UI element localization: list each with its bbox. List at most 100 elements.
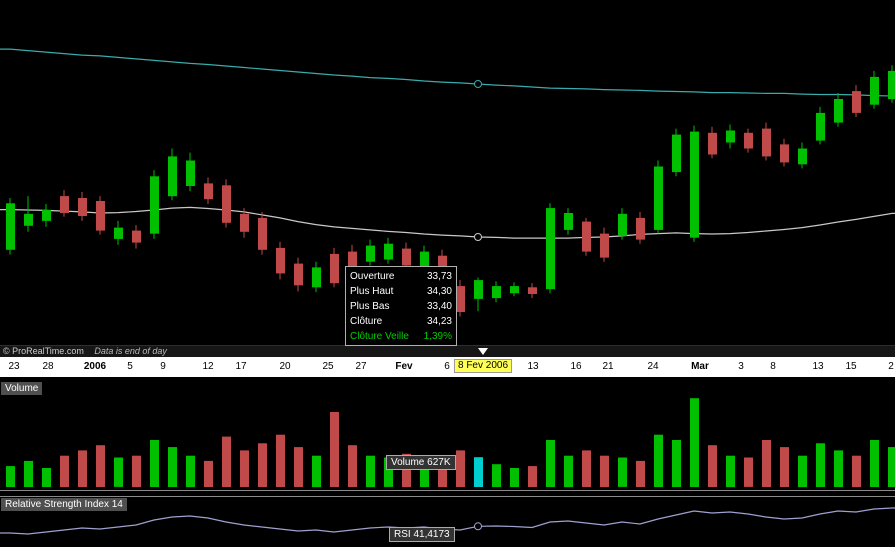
volume-bar[interactable]: [528, 466, 537, 487]
price-chart[interactable]: [0, 0, 895, 345]
volume-bar[interactable]: [60, 455, 69, 488]
volume-bar[interactable]: [582, 450, 591, 487]
volume-bar[interactable]: [780, 447, 789, 487]
volume-bar[interactable]: [852, 455, 861, 488]
volume-bar[interactable]: [762, 440, 771, 487]
volume-bar[interactable]: [456, 450, 465, 487]
rsi-indicator-label[interactable]: Relative Strength Index 14: [1, 498, 127, 511]
candle[interactable]: [636, 211, 645, 244]
candle[interactable]: [6, 198, 15, 255]
volume-bar[interactable]: [24, 460, 33, 487]
panel-separator[interactable]: [0, 490, 895, 497]
volume-bar[interactable]: [132, 455, 141, 488]
candle[interactable]: [222, 179, 231, 228]
volume-bar[interactable]: [636, 460, 645, 487]
candle[interactable]: [60, 190, 69, 217]
selected-candle[interactable]: [474, 277, 483, 312]
volume-bar[interactable]: [384, 457, 393, 487]
selected-volume-bar[interactable]: [474, 457, 483, 487]
candle[interactable]: [870, 70, 879, 109]
volume-bar[interactable]: [114, 457, 123, 487]
candle[interactable]: [384, 237, 393, 264]
candle[interactable]: [528, 283, 537, 299]
candle[interactable]: [240, 208, 249, 238]
candle[interactable]: [402, 242, 411, 270]
candle[interactable]: [114, 220, 123, 245]
volume-bar[interactable]: [78, 450, 87, 487]
candle[interactable]: [258, 211, 267, 255]
volume-bar[interactable]: [798, 455, 807, 488]
candle[interactable]: [186, 152, 195, 192]
candle[interactable]: [672, 128, 681, 177]
candle[interactable]: [654, 160, 663, 234]
volume-indicator-label[interactable]: Volume: [1, 382, 43, 395]
volume-bar[interactable]: [438, 455, 447, 488]
volume-bar[interactable]: [510, 468, 519, 487]
volume-bar[interactable]: [348, 445, 357, 487]
volume-bar[interactable]: [96, 445, 105, 487]
candle[interactable]: [744, 128, 753, 153]
candle[interactable]: [78, 192, 87, 221]
volume-bar[interactable]: [600, 455, 609, 488]
candle[interactable]: [150, 170, 159, 239]
volume-bar[interactable]: [834, 450, 843, 487]
candle[interactable]: [366, 239, 375, 266]
volume-bar[interactable]: [618, 457, 627, 487]
candle[interactable]: [564, 208, 573, 235]
candle[interactable]: [510, 282, 519, 297]
candle[interactable]: [618, 208, 627, 240]
time-axis[interactable]: 23 28 2006 5 9 12 17 20 25 27 Fev 6 8 Fev 2006 13 16 21…: [0, 357, 895, 377]
volume-bar[interactable]: [258, 443, 267, 487]
candle[interactable]: [708, 126, 717, 159]
volume-bar[interactable]: [492, 464, 501, 487]
volume-bar[interactable]: [6, 466, 15, 487]
volume-bar[interactable]: [168, 447, 177, 487]
volume-bar[interactable]: [816, 443, 825, 487]
volume-bar[interactable]: [888, 447, 895, 487]
volume-bar[interactable]: [402, 453, 411, 488]
candle[interactable]: [492, 281, 501, 303]
volume-bar[interactable]: [186, 455, 195, 488]
candle[interactable]: [456, 280, 465, 317]
candle[interactable]: [204, 177, 213, 204]
candle[interactable]: [132, 225, 141, 249]
volume-bar[interactable]: [222, 436, 231, 487]
volume-bar[interactable]: [726, 455, 735, 488]
volume-bar[interactable]: [420, 460, 429, 487]
volume-bar[interactable]: [564, 455, 573, 488]
volume-bar[interactable]: [744, 457, 753, 487]
candle[interactable]: [96, 196, 105, 235]
candle[interactable]: [726, 124, 735, 149]
volume-bar[interactable]: [690, 398, 699, 487]
candle[interactable]: [762, 122, 771, 161]
candle[interactable]: [600, 227, 609, 262]
volume-bar[interactable]: [870, 440, 879, 487]
volume-bar[interactable]: [654, 434, 663, 487]
volume-bar[interactable]: [276, 434, 285, 487]
candle[interactable]: [798, 142, 807, 169]
candle[interactable]: [168, 148, 177, 201]
volume-bar[interactable]: [546, 440, 555, 487]
candle[interactable]: [312, 261, 321, 293]
volume-bar[interactable]: [150, 440, 159, 487]
volume-bar[interactable]: [42, 468, 51, 487]
candle[interactable]: [546, 203, 555, 294]
volume-bar[interactable]: [240, 450, 249, 487]
volume-bar[interactable]: [672, 440, 681, 487]
volume-bar[interactable]: [366, 455, 375, 488]
candle[interactable]: [852, 85, 861, 117]
candle[interactable]: [276, 241, 285, 280]
candle[interactable]: [294, 257, 303, 292]
candle[interactable]: [330, 247, 339, 288]
volume-bar[interactable]: [204, 460, 213, 487]
candle[interactable]: [816, 106, 825, 145]
volume-chart[interactable]: [0, 377, 895, 490]
candle[interactable]: [24, 196, 33, 232]
volume-bar[interactable]: [294, 447, 303, 487]
candle[interactable]: [582, 217, 591, 256]
candle[interactable]: [780, 138, 789, 167]
volume-bar[interactable]: [330, 412, 339, 487]
volume-bar[interactable]: [708, 445, 717, 487]
candle[interactable]: [834, 93, 843, 127]
candle[interactable]: [42, 204, 51, 227]
